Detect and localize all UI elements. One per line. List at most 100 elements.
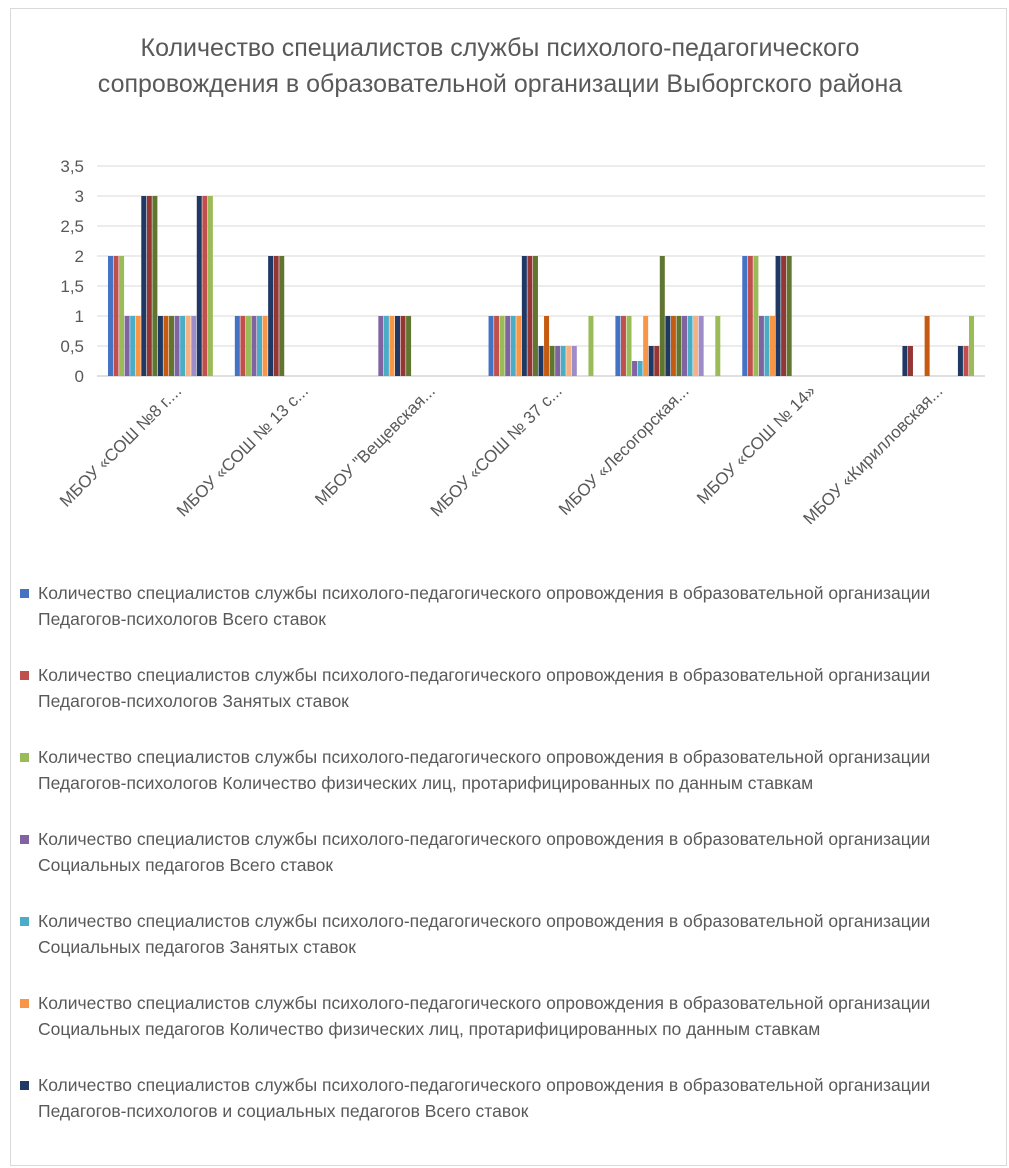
- bar: [135, 316, 141, 376]
- bar: [588, 316, 594, 376]
- bar: [240, 316, 246, 376]
- bar: [615, 316, 621, 376]
- x-tick-label: МБОУ "Вещевская...: [311, 381, 439, 509]
- bar: [152, 196, 158, 376]
- bar: [549, 346, 555, 376]
- bar: [245, 316, 251, 376]
- bar: [924, 316, 930, 376]
- legend-swatch: [20, 589, 29, 598]
- bar: [902, 346, 908, 376]
- bar: [521, 256, 527, 376]
- bar: [141, 196, 147, 376]
- legend-swatch: [20, 753, 29, 762]
- x-tick-label: МБОУ «СОШ № 37 с...: [427, 381, 566, 520]
- bar: [394, 316, 400, 376]
- bar: [963, 346, 969, 376]
- bar: [174, 316, 180, 376]
- y-tick-label: 3,5: [60, 157, 84, 176]
- bar: [907, 346, 913, 376]
- bar: [113, 256, 119, 376]
- bar: [544, 316, 550, 376]
- bar: [146, 196, 152, 376]
- bar: [180, 316, 186, 376]
- bar: [279, 256, 285, 376]
- y-tick-label: 3: [75, 187, 84, 206]
- bar: [516, 316, 522, 376]
- bar: [775, 256, 781, 376]
- legend-label: Количество специалистов службы психолого…: [38, 665, 931, 711]
- bar: [555, 346, 561, 376]
- bar: [560, 346, 566, 376]
- legend-label: Количество специалистов службы психолого…: [38, 911, 931, 957]
- bar: [632, 361, 638, 376]
- bar: [715, 316, 721, 376]
- bar: [764, 316, 770, 376]
- bar: [532, 256, 538, 376]
- legend-label: Количество специалистов службы психолого…: [38, 993, 931, 1039]
- x-tick-label: МБОУ «Кирилловская...: [799, 381, 946, 528]
- legend-label: Количество специалистов службы психолого…: [38, 747, 931, 793]
- bar: [383, 316, 389, 376]
- bar: [687, 316, 693, 376]
- bar: [698, 316, 704, 376]
- x-tick-label: МБОУ «СОШ № 13 с...: [173, 381, 312, 520]
- bar: [969, 316, 975, 376]
- y-tick-label: 0,5: [60, 337, 84, 356]
- bar: [747, 256, 753, 376]
- bar: [659, 256, 665, 376]
- bar: [571, 346, 577, 376]
- bar: [527, 256, 533, 376]
- bar: [753, 256, 759, 376]
- bar: [257, 316, 263, 376]
- legend-swatch: [20, 1081, 29, 1090]
- bar: [124, 316, 130, 376]
- y-tick-label: 1: [75, 307, 84, 326]
- bar: [957, 346, 963, 376]
- bar: [251, 316, 257, 376]
- legend-label: Количество специалистов службы психолого…: [38, 829, 931, 875]
- bar: [185, 316, 191, 376]
- y-tick-label: 2: [75, 247, 84, 266]
- bar: [538, 346, 544, 376]
- y-tick-label: 2,5: [60, 217, 84, 236]
- legend-swatch: [20, 671, 29, 680]
- x-tick-label: МБОУ «Лесогорская...: [555, 381, 693, 519]
- bar: [620, 316, 626, 376]
- bar: [510, 316, 516, 376]
- bar: [643, 316, 649, 376]
- bar: [273, 256, 279, 376]
- bar: [670, 316, 676, 376]
- legend-swatch: [20, 999, 29, 1008]
- bar: [781, 256, 787, 376]
- bar: [637, 361, 643, 376]
- y-tick-label: 1,5: [60, 277, 84, 296]
- bar: [665, 316, 671, 376]
- bar: [566, 346, 572, 376]
- bar: [676, 316, 682, 376]
- legend-label: Количество специалистов службы психолого…: [38, 583, 931, 629]
- bar: [157, 316, 163, 376]
- bar: [163, 316, 169, 376]
- bar: [494, 316, 500, 376]
- bar: [169, 316, 175, 376]
- bar: [505, 316, 511, 376]
- bar: [499, 316, 505, 376]
- bar: [234, 316, 240, 376]
- bar: [742, 256, 748, 376]
- bar: [654, 346, 660, 376]
- bar: [207, 196, 213, 376]
- y-tick-label: 0: [75, 367, 84, 386]
- legend-swatch: [20, 917, 29, 926]
- bar: [770, 316, 776, 376]
- bar: [389, 316, 395, 376]
- x-tick-label: МБОУ «СОШ №8 г....: [56, 381, 185, 510]
- chart-title: Количество специалистов службы психолого…: [97, 34, 903, 98]
- bar: [648, 346, 654, 376]
- chart-frame: [10, 8, 1007, 1166]
- bar: [378, 316, 384, 376]
- bar: [202, 196, 208, 376]
- bar: [682, 316, 688, 376]
- legend-label: Количество специалистов службы психолого…: [38, 1075, 931, 1121]
- bar: [786, 256, 792, 376]
